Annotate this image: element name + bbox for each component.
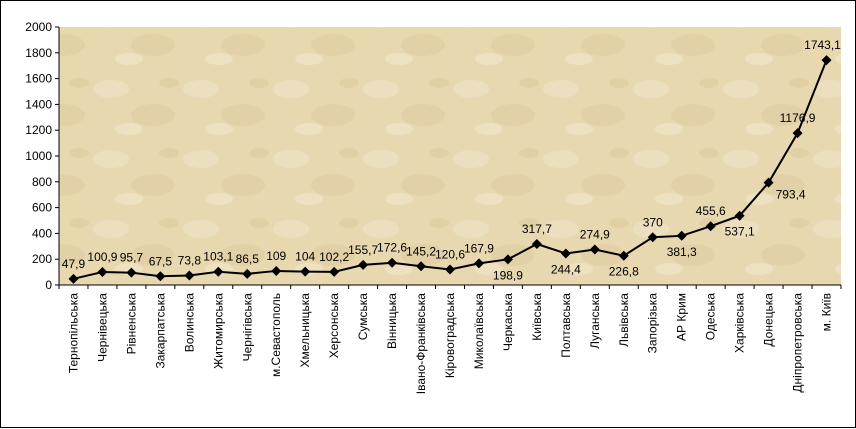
data-point-marker [676,230,687,241]
data-point-marker [705,221,716,232]
x-category-label: Тернопільська [66,293,80,373]
x-category-label: АР Крим [675,293,689,341]
plot-area [59,27,841,285]
y-axis-ticks: 0 200 400 600 800 1000 1200 1400 1600 1800 2000 [25,20,59,292]
x-category-label: Івано-Франківська [414,293,428,395]
x-category-label: Миколаївська [472,293,486,370]
x-category-label: Чернівецька [95,293,109,362]
data-value-label: 172,6 [377,241,407,255]
data-value-label: 370 [643,215,663,229]
y-tick-label: 200 [32,252,52,266]
data-value-label: 120,6 [435,247,465,261]
y-tick-label: 0 [45,278,52,292]
x-category-label: Закарпатська [153,293,167,369]
data-point-marker [473,258,484,269]
y-tick-label: 1200 [25,123,52,137]
data-point-marker [589,244,600,255]
data-point-marker [271,265,282,276]
data-point-marker [734,210,745,221]
x-category-label: Полтавська [559,293,573,358]
data-value-label: 67,5 [149,254,173,268]
x-category-label: Вінницька [385,293,399,349]
data-point-marker [358,259,369,270]
y-tick-label: 600 [32,201,52,215]
x-category-label: Чернігівська [240,293,254,362]
x-category-label: Сумська [356,293,370,341]
data-value-label: 167,9 [464,241,494,255]
data-point-marker [387,257,398,268]
x-category-label: Херсонська [327,293,341,359]
data-value-label: 104 [295,250,315,264]
data-value-label: 198,9 [493,268,523,282]
data-value-label: 455,6 [696,204,726,218]
x-category-label: Рівненська [124,293,138,355]
data-point-marker [792,128,803,139]
x-category-label: Одеська [704,293,718,341]
data-point-marker [618,250,629,261]
data-value-label: 317,7 [522,222,552,236]
data-value-label: 100,9 [87,250,117,264]
data-point-marker [126,267,137,278]
data-point-marker [531,239,542,250]
y-tick-label: 1000 [25,149,52,163]
data-point-marker [445,264,455,275]
y-tick-label: 800 [32,175,52,189]
data-value-label: 226,8 [609,265,639,279]
data-value-label: 109 [266,249,286,263]
data-value-label: 381,3 [667,245,697,259]
x-category-label: Донецька [762,293,776,347]
data-labels: 47,9 100,9 95,7 67,5 73,8 103,1 86,5 109 104 102,… [62,38,841,282]
data-value-label: 86,5 [236,252,260,266]
y-tick-label: 1400 [25,97,52,111]
x-category-label: Луганська [588,293,602,349]
y-tick-label: 1800 [25,46,52,60]
data-value-label: 47,9 [62,257,86,271]
data-point-marker [821,55,832,66]
x-category-label: м. Київ [820,293,834,331]
data-value-label: 244,4 [551,262,581,276]
x-category-label: Волинська [182,293,196,353]
y-tick-label: 400 [32,226,52,240]
y-tick-label: 2000 [25,20,52,34]
data-point-marker [647,232,658,243]
data-value-label: 145,2 [406,244,436,258]
data-point-marker [300,266,311,277]
data-point-marker [763,177,774,188]
data-point-marker [155,271,166,282]
data-value-label: 274,9 [580,228,610,242]
data-value-label: 1176,9 [780,111,816,125]
data-point-marker [213,266,224,277]
data-value-label: 793,4 [776,188,806,202]
x-category-label: Черкаська [501,293,515,351]
x-category-label: Житомирська [211,293,225,369]
x-category-label: Львівська [617,293,631,347]
x-category-label: Дніпропетровська [791,293,805,393]
series-markers [68,55,832,284]
data-value-label: 537,1 [725,225,755,239]
x-category-label: м.Севастополь [269,293,283,377]
data-point-marker [560,248,571,259]
x-category-label: Запорізька [646,293,660,354]
x-axis-ticks: Тернопільська Чернівецька Рівненська Закарп… [58,285,842,395]
data-value-label: 103,1 [203,250,233,264]
data-point-marker [242,268,253,279]
x-category-label: Київська [530,293,544,341]
data-point-marker [329,266,340,277]
data-value-label: 73,8 [178,253,202,267]
y-tick-label: 1600 [25,72,52,86]
x-category-label: Харківська [733,293,747,353]
data-point-marker [416,261,427,272]
data-point-marker [68,273,79,284]
data-value-label: 1743,1 [804,38,841,52]
data-value-label: 95,7 [120,251,144,265]
data-point-marker [184,270,195,281]
data-value-label: 155,7 [348,243,378,257]
x-category-label: Хмельницька [298,293,312,368]
x-category-label: Кіровоградська [443,293,457,378]
data-point-marker [97,266,108,277]
data-value-label: 102,2 [319,250,349,264]
